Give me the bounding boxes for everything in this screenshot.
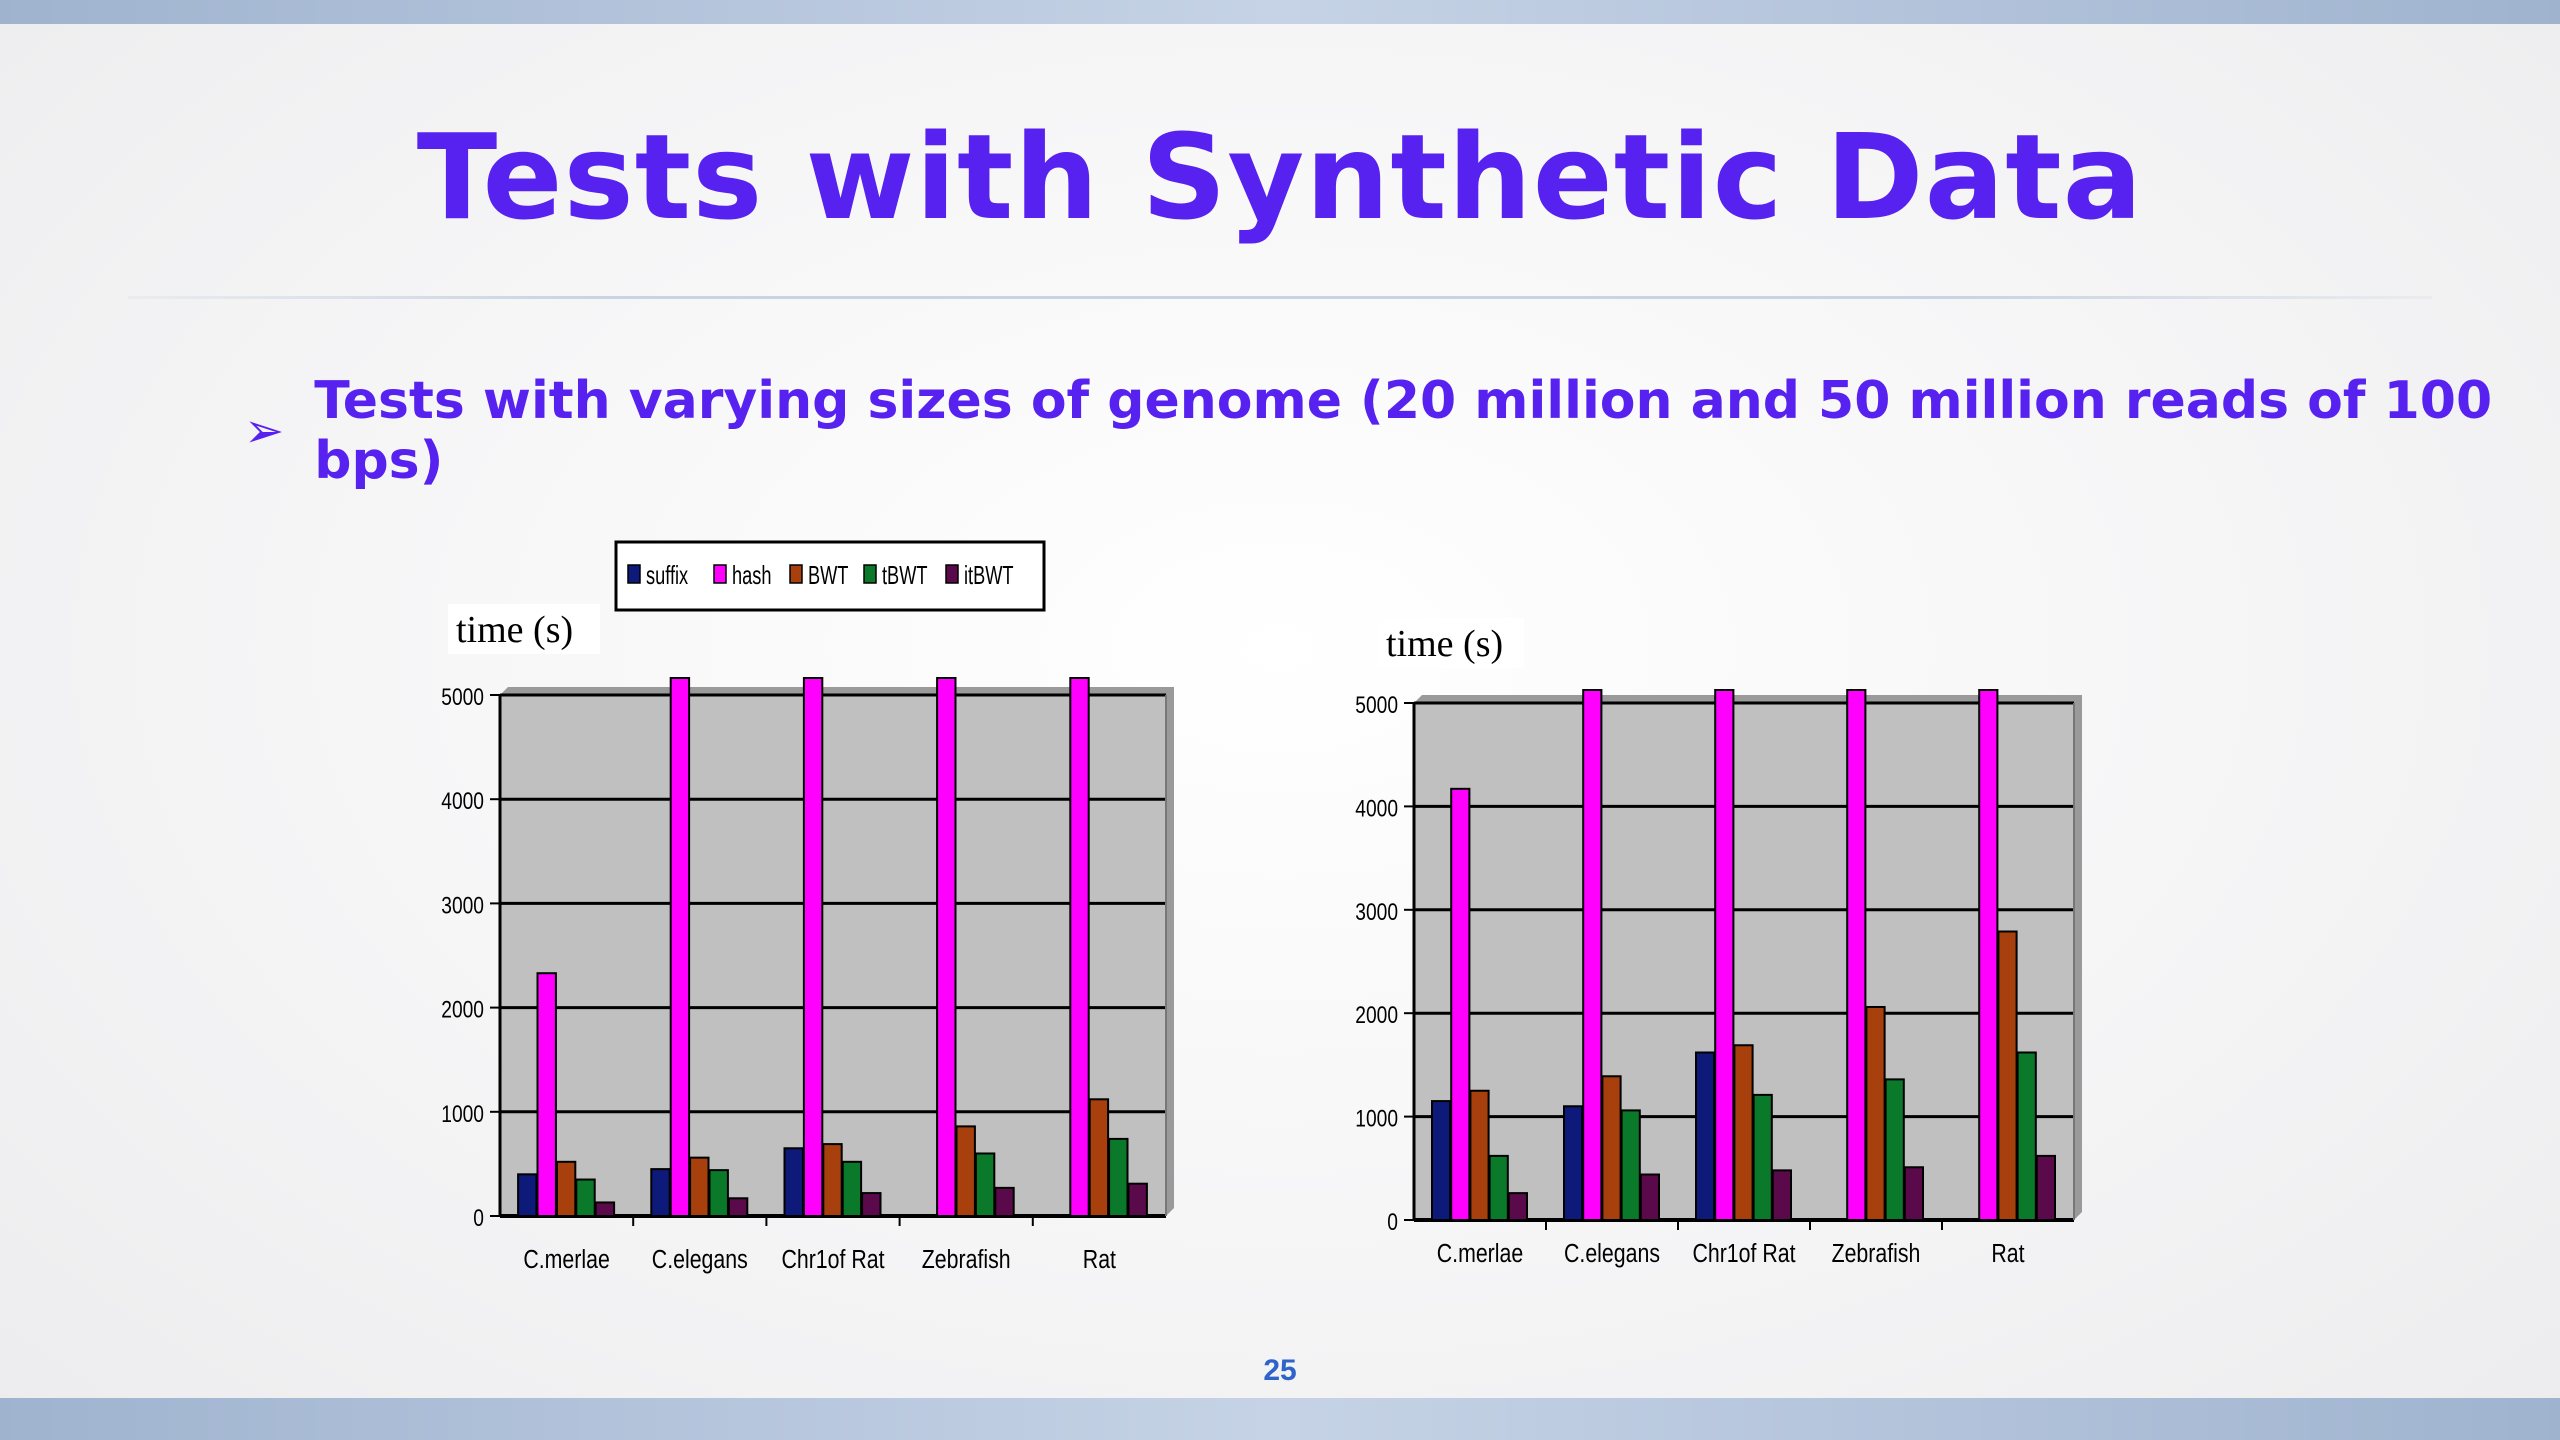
bar-bwt-rat (1088, 1098, 1110, 1218)
chart-legend: suffix hash BWT tBWT itBWT (614, 540, 1046, 612)
bar-itbwt-rat (1127, 1182, 1148, 1217)
x-category-label: C.elegans (652, 1245, 748, 1275)
y-tick-label: 3000 (441, 891, 484, 919)
bar-suffix-c-merlae (517, 1173, 538, 1217)
bar-hash-zebrafish (1846, 689, 1867, 1221)
y-tick-label: 4000 (1355, 794, 1398, 822)
y-tick-label: 0 (473, 1204, 484, 1232)
bar-tbwt-zebrafish (974, 1152, 996, 1217)
bar-suffix-c-elegans (650, 1168, 671, 1217)
bar-bwt-c-merlae (555, 1160, 577, 1218)
bar-tbwt-rat (2016, 1051, 2037, 1221)
y-tick-label: 0 (1387, 1208, 1398, 1236)
bar-tbwt-chr1of-rat (1752, 1093, 1773, 1221)
bullet-text: Tests with varying sizes of genome (20 m… (314, 371, 2493, 491)
bar-bwt-c-merlae (1469, 1089, 1490, 1221)
bar-itbwt-c-merlae (1507, 1192, 1529, 1221)
bar-tbwt-c-merlae (1488, 1154, 1509, 1221)
y-tick-label: 1000 (1355, 1105, 1398, 1133)
bar-tbwt-zebrafish (1884, 1078, 1905, 1221)
bar-suffix-c-merlae (1431, 1100, 1452, 1221)
legend-swatch-bwt (789, 564, 803, 584)
y-axis-label-box (1378, 618, 1524, 668)
legend-swatch-hash (713, 564, 727, 584)
x-category-label: Chr1of Rat (781, 1245, 884, 1275)
bar-hash-c-elegans (1582, 689, 1603, 1221)
legend-box (614, 540, 1046, 612)
y-axis-label: time (s) (1386, 623, 1503, 665)
bar-itbwt-zebrafish (994, 1186, 1015, 1217)
bar-suffix-c-elegans (1563, 1105, 1584, 1222)
y-tick-label: 2000 (1355, 1001, 1398, 1029)
y-tick-label: 4000 (441, 787, 484, 815)
slide-title: Tests with Synthetic Data (416, 108, 2144, 246)
bar-tbwt-c-merlae (575, 1178, 596, 1218)
legend-swatch-tbwt (863, 564, 877, 584)
y-tick-label: 5000 (441, 683, 484, 711)
x-category-label: Rat (1991, 1239, 2025, 1269)
legend-label-itbwt: itBWT (964, 561, 1014, 590)
x-category-label: C.elegans (1564, 1239, 1660, 1269)
bar-chart-2: 0 1000 2000 3000 4000 5000 time (s) C.merlae C.e… (1355, 618, 2082, 1269)
bar-hash-chr1of-rat (802, 677, 824, 1217)
bar-chart-1: 0 1000 2000 3000 4000 5000 time (s) C.merlae C.e… (441, 540, 1174, 1275)
top-decorative-band (0, 0, 2560, 24)
bar-itbwt-rat (2035, 1154, 2057, 1221)
bullet-point: ➢ Tests with varying sizes of genome (20… (244, 371, 2560, 491)
x-category-label: C.merlae (1437, 1239, 1523, 1269)
arrow-bullet-icon: ➢ (244, 403, 285, 459)
bar-hash-zebrafish (936, 677, 957, 1217)
y-axis-label: time (s) (456, 609, 573, 651)
title-divider (128, 296, 2432, 299)
bar-hash-c-elegans (669, 677, 691, 1217)
bar-hash-chr1of-rat (1714, 689, 1735, 1221)
y-tick-label: 3000 (1355, 898, 1398, 926)
bar-itbwt-c-elegans (1639, 1173, 1661, 1222)
x-category-label: Rat (1083, 1245, 1117, 1275)
y-tick-label: 5000 (1355, 691, 1398, 719)
bar-bwt-chr1of-rat (1733, 1044, 1754, 1222)
legend-swatch-suffix (627, 564, 641, 584)
bar-hash-rat (1069, 677, 1090, 1217)
y-axis-label-box (448, 604, 600, 654)
legend-label-bwt: BWT (808, 561, 849, 590)
y-tick-label: 1000 (441, 1100, 484, 1128)
bar-tbwt-c-elegans (1620, 1109, 1641, 1221)
bar-bwt-zebrafish (1865, 1005, 1886, 1221)
bar-suffix-chr1of-rat (1695, 1051, 1716, 1221)
bar-hash-c-merlae (536, 972, 557, 1217)
bottom-decorative-band (0, 1398, 2560, 1440)
legend-swatch-itbwt (945, 564, 959, 584)
bar-tbwt-chr1of-rat (841, 1160, 863, 1218)
y-tick-label: 2000 (441, 996, 484, 1024)
x-category-label: Chr1of Rat (1692, 1239, 1795, 1269)
bar-bwt-zebrafish (955, 1125, 976, 1217)
bar-bwt-c-elegans (1601, 1075, 1622, 1222)
legend-label-hash: hash (732, 561, 771, 590)
x-category-label: C.merlae (523, 1245, 609, 1275)
bar-itbwt-zebrafish (1903, 1166, 1925, 1221)
bar-suffix-chr1of-rat (783, 1147, 804, 1218)
x-category-label: Zebrafish (1832, 1239, 1921, 1269)
bar-hash-rat (1978, 689, 1999, 1221)
legend-label-tbwt: tBWT (882, 561, 928, 590)
bar-bwt-c-elegans (689, 1156, 710, 1217)
bar-itbwt-chr1of-rat (861, 1192, 882, 1218)
bar-bwt-chr1of-rat (822, 1143, 843, 1218)
plot-area (500, 695, 1166, 1216)
x-category-label: Zebrafish (922, 1245, 1011, 1275)
bar-itbwt-c-merlae (594, 1201, 616, 1217)
bar-hash-c-merlae (1450, 787, 1471, 1222)
bar-itbwt-c-elegans (727, 1197, 749, 1218)
bar-tbwt-rat (1108, 1137, 1129, 1217)
legend-label-suffix: suffix (646, 561, 688, 590)
page-number: 25 (1263, 1354, 1297, 1387)
bar-itbwt-chr1of-rat (1771, 1169, 1793, 1222)
bar-bwt-rat (1997, 930, 2018, 1221)
bar-tbwt-c-elegans (708, 1169, 729, 1217)
